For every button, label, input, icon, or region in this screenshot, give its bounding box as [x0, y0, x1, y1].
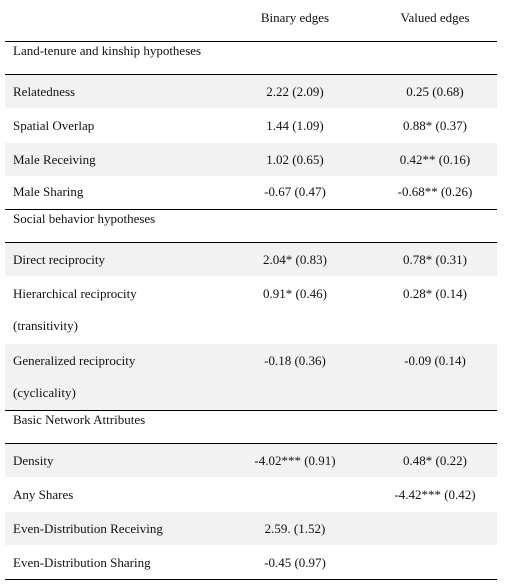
valued-value: 0.88* (0.37) — [403, 118, 467, 133]
table-row: Relatedness 2.22 (2.09) 0.25 (0.68) — [5, 75, 497, 109]
binary-value: 1.02 (0.65) — [266, 152, 324, 167]
table-row: Spatial Overlap 1.44 (1.09) 0.88* (0.37) — [5, 109, 497, 143]
row-label: Any Shares — [13, 487, 74, 502]
valued-value: -4.42*** (0.42) — [394, 487, 476, 502]
row-label-line2: (cyclicality) — [13, 385, 76, 400]
binary-value: 2.59. (1.52) — [264, 521, 326, 536]
valued-value: 0.25 (0.68) — [406, 84, 464, 99]
row-label: Male Sharing — [13, 184, 84, 199]
column-header-binary: Binary edges — [260, 10, 330, 25]
binary-value: -0.18 (0.36) — [264, 353, 326, 368]
binary-value: -4.02*** (0.91) — [254, 453, 336, 468]
valued-value: -0.09 (0.14) — [404, 353, 466, 368]
table-header: Binary edges Valued edges — [5, 0, 497, 41]
binary-value: -0.67 (0.47) — [264, 184, 326, 199]
row-label: Even-Distribution Receiving — [13, 521, 163, 536]
valued-value: 0.28* (0.14) — [403, 286, 467, 301]
row-label: Direct reciprocity — [13, 252, 106, 267]
table-row: Density -4.02*** (0.91) 0.48* (0.22) — [5, 444, 497, 478]
table-row: Any Shares -4.42*** (0.42) — [5, 478, 497, 512]
section-title: Basic Network Attributes — [13, 412, 146, 427]
section-header-land-tenure: Land-tenure and kinship hypotheses — [5, 41, 497, 75]
valued-value: -0.68** (0.26) — [397, 184, 473, 199]
column-header-valued: Valued edges — [400, 10, 470, 25]
binary-value: 1.44 (1.09) — [266, 118, 324, 133]
row-label-line1: Generalized reciprocity — [13, 353, 136, 368]
valued-value: 0.42** (0.16) — [399, 152, 471, 167]
table-row: Even-Distribution Sharing -0.45 (0.97) — [5, 546, 497, 580]
row-label: Density — [13, 453, 54, 468]
section-title: Social behavior hypotheses — [13, 211, 156, 226]
table-row: Even-Distribution Receiving 2.59. (1.52) — [5, 512, 497, 546]
table-row: Hierarchical reciprocity (transitivity) … — [5, 277, 497, 344]
table-row: Direct reciprocity 2.04* (0.83) 0.78* (0… — [5, 243, 497, 277]
row-label: Male Receiving — [13, 152, 96, 167]
section-header-network-attributes: Basic Network Attributes — [5, 410, 497, 444]
valued-value: 0.78* (0.31) — [403, 252, 467, 267]
row-label: Relatedness — [13, 84, 76, 99]
table-row: Generalized reciprocity (cyclicality) -0… — [5, 344, 497, 410]
table-row: Male Sharing -0.67 (0.47) -0.68** (0.26) — [5, 177, 497, 209]
binary-value: 2.22 (2.09) — [266, 84, 324, 99]
section-title: Land-tenure and kinship hypotheses — [13, 43, 202, 58]
valued-value: 0.48* (0.22) — [403, 453, 467, 468]
results-table: Binary edges Valued edges Land-tenure an… — [5, 0, 497, 580]
binary-value: 2.04* (0.83) — [263, 252, 327, 267]
table-row: Male Receiving 1.02 (0.65) 0.42** (0.16) — [5, 143, 497, 177]
row-label-line1: Hierarchical reciprocity — [13, 286, 137, 301]
row-label: Spatial Overlap — [13, 118, 95, 133]
row-label-line2: (transitivity) — [13, 318, 78, 333]
binary-value: 0.91* (0.46) — [263, 286, 327, 301]
binary-value: -0.45 (0.97) — [264, 555, 326, 570]
section-header-social-behavior: Social behavior hypotheses — [5, 209, 497, 243]
row-label: Even-Distribution Sharing — [13, 555, 151, 570]
